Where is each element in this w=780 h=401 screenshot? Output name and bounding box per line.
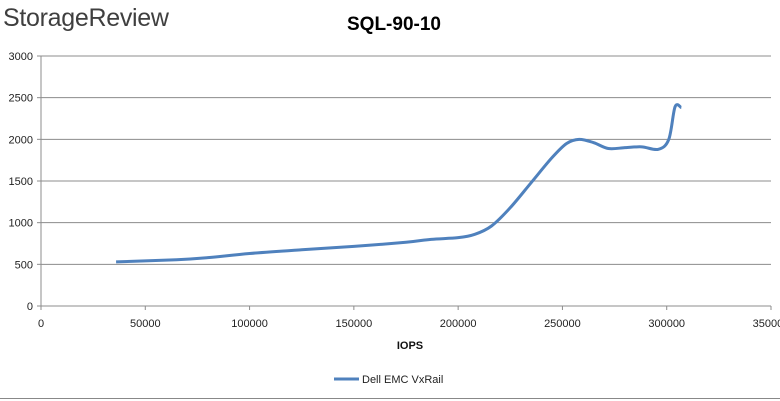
x-tick-label: 350000: [753, 318, 780, 330]
bottom-divider: [0, 398, 780, 399]
x-tick-label: 100000: [231, 318, 268, 330]
x-tick-label: 50000: [130, 318, 161, 330]
x-tick-label: 150000: [335, 318, 372, 330]
y-tick-label: 1500: [9, 176, 33, 188]
y-tick-label: 3000: [9, 51, 33, 63]
axes: [37, 55, 772, 310]
x-tick-label: 300000: [648, 318, 685, 330]
x-axis-label: IOPS: [397, 340, 423, 352]
y-tick-label: 1000: [9, 218, 33, 230]
chart-title: SQL-90-10: [347, 14, 441, 35]
series-line: [116, 103, 683, 264]
grid-lines: [41, 55, 771, 265]
legend-label: Dell EMC VxRail: [362, 374, 443, 386]
x-tick-label: 200000: [440, 318, 477, 330]
legend: Dell EMC VxRail: [334, 374, 443, 386]
x-tick-label: 0: [38, 318, 44, 330]
y-tick-label: 2000: [9, 134, 33, 146]
y-tick-label: 2500: [9, 93, 33, 105]
y-tick-labels: 0 500 1000 1500 2000 2500 3000: [9, 51, 33, 313]
x-tick-labels: 0 50000 100000 150000 200000 250000 300000 3500…: [38, 318, 780, 330]
brand-logo: StorageReview: [3, 4, 169, 32]
series-lines: [116, 103, 683, 264]
y-tick-label: 500: [15, 259, 33, 271]
y-tick-label: 0: [27, 301, 33, 313]
x-tick-label: 250000: [544, 318, 581, 330]
